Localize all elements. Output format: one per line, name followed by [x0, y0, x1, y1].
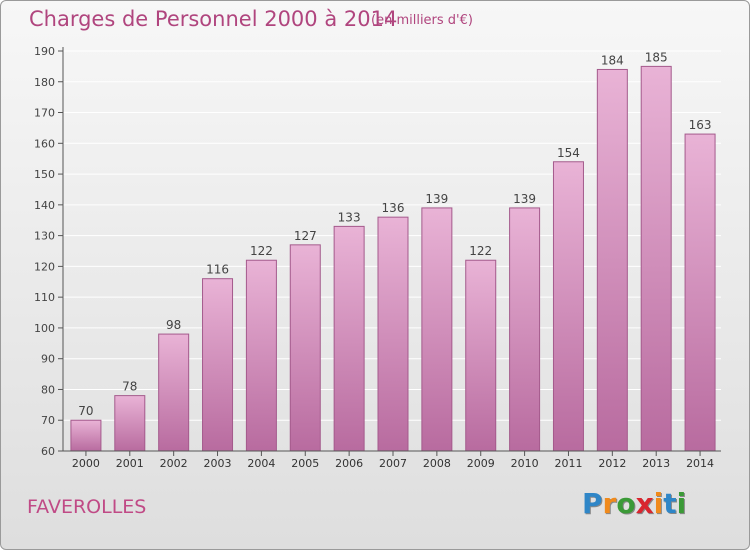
bar — [158, 333, 190, 452]
y-tick-label: 120 — [34, 260, 55, 273]
data-label: 154 — [557, 146, 580, 160]
x-tick-label: 2000 — [72, 457, 100, 470]
data-label: 122 — [469, 244, 492, 258]
x-tick-label: 2013 — [642, 457, 670, 470]
data-label: 139 — [513, 192, 536, 206]
bar — [640, 65, 672, 452]
data-label: 184 — [601, 53, 624, 67]
bar — [684, 133, 716, 452]
logo-letter: i — [676, 487, 687, 520]
logo-letter: i — [653, 487, 664, 520]
logo-letter: r — [602, 487, 617, 520]
x-tick-label: 2012 — [598, 457, 626, 470]
logo-letter: P — [582, 487, 603, 520]
data-label: 78 — [122, 380, 137, 394]
y-tick-label: 110 — [34, 291, 55, 304]
y-tick-label: 60 — [41, 445, 55, 458]
bar — [70, 419, 102, 452]
y-tick-label: 170 — [34, 107, 55, 120]
y-tick-label: 180 — [34, 76, 55, 89]
proxiti-logo: Proxiti — [582, 487, 686, 520]
x-tick-label: 2001 — [116, 457, 144, 470]
x-tick-label: 2005 — [291, 457, 319, 470]
bar — [289, 244, 321, 452]
x-tick-label: 2007 — [379, 457, 407, 470]
x-tick-label: 2006 — [335, 457, 363, 470]
logo-letter: x — [635, 487, 654, 520]
x-tick-label: 2010 — [511, 457, 539, 470]
logo-letter: o — [616, 487, 636, 520]
y-tick-label: 160 — [34, 137, 55, 150]
y-tick-label: 70 — [41, 414, 55, 427]
x-tick-label: 2002 — [160, 457, 188, 470]
bar — [377, 216, 409, 452]
data-label: 139 — [425, 192, 448, 206]
data-label: 122 — [250, 244, 273, 258]
bar — [245, 259, 277, 452]
data-label: 127 — [294, 229, 317, 243]
y-tick-label: 150 — [34, 168, 55, 181]
data-label: 163 — [689, 118, 712, 132]
chart-subtitle: (en milliers d'€) — [371, 13, 473, 28]
data-label: 98 — [166, 318, 181, 332]
x-tick-label: 2011 — [554, 457, 582, 470]
x-tick-label: 2014 — [686, 457, 714, 470]
bar — [596, 68, 628, 452]
y-tick-label: 100 — [34, 322, 55, 335]
bar — [421, 207, 453, 452]
bar — [465, 259, 497, 452]
data-label: 116 — [206, 263, 229, 277]
y-tick-label: 190 — [34, 45, 55, 58]
data-label: 185 — [645, 50, 668, 64]
commune-name: FAVEROLLES — [27, 496, 147, 518]
y-tick-label: 80 — [41, 383, 55, 396]
x-tick-label: 2008 — [423, 457, 451, 470]
y-tick-label: 140 — [34, 199, 55, 212]
bar — [114, 395, 146, 452]
bar — [509, 207, 541, 452]
bar — [333, 225, 365, 452]
x-tick-label: 2003 — [204, 457, 232, 470]
chart-title: Charges de Personnel 2000 à 2014 — [29, 7, 398, 31]
x-tick-label: 2004 — [247, 457, 275, 470]
logo-letter: t — [663, 487, 677, 520]
data-label: 70 — [78, 404, 93, 418]
y-tick-label: 90 — [41, 353, 55, 366]
data-label: 136 — [382, 201, 405, 215]
data-label: 133 — [338, 210, 361, 224]
y-tick-label: 130 — [34, 230, 55, 243]
bar — [202, 278, 234, 452]
x-tick-label: 2009 — [467, 457, 495, 470]
bar — [552, 161, 584, 452]
